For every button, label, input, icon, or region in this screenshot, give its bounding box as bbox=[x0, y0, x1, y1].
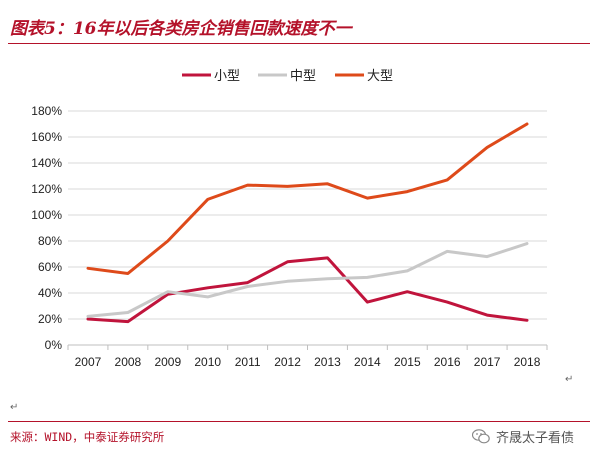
x-tick-label: 2008 bbox=[115, 355, 142, 369]
watermark: 齐晟太子看债 bbox=[472, 427, 574, 446]
x-tick-label: 2015 bbox=[394, 355, 421, 369]
y-tick-label: 160% bbox=[31, 130, 62, 144]
y-tick-label: 100% bbox=[31, 208, 62, 222]
watermark-text: 齐晟太子看债 bbox=[496, 431, 575, 446]
x-tick-label: 2018 bbox=[514, 355, 541, 369]
series-line-中型 bbox=[86, 242, 529, 318]
x-tick-label: 2007 bbox=[75, 355, 102, 369]
y-tick-label: 120% bbox=[31, 182, 62, 196]
y-tick-label: 60% bbox=[38, 260, 62, 274]
y-tick-label: 20% bbox=[38, 312, 62, 326]
x-tick-label: 2010 bbox=[194, 355, 221, 369]
title-divider bbox=[8, 43, 590, 44]
x-tick-label: 2012 bbox=[274, 355, 301, 369]
y-tick-label: 0% bbox=[45, 338, 63, 352]
legend-label: 大型 bbox=[367, 69, 393, 84]
x-tick-label: 2017 bbox=[474, 355, 501, 369]
paragraph-mark: ↵ bbox=[10, 402, 19, 413]
y-tick-label: 180% bbox=[31, 104, 62, 118]
line-chart: 0% 20% 40% 60% 80% 100% 120% 140% 160% 180% 2007 20… bbox=[31, 69, 548, 369]
x-tick-label: 2009 bbox=[154, 355, 181, 369]
legend-label: 中型 bbox=[290, 69, 316, 84]
paragraph-mark: ↵ bbox=[565, 374, 574, 385]
source-divider bbox=[8, 421, 590, 422]
x-tick-label: 2011 bbox=[235, 355, 261, 369]
series-line-小型 bbox=[86, 256, 529, 324]
source-note: 来源：WIND，中泰证券研究所 bbox=[10, 430, 165, 444]
chart-title: 图表5：16年以后各类房企销售回款速度不一 bbox=[10, 19, 352, 39]
x-tick-label: 2016 bbox=[434, 355, 461, 369]
x-tick-label: 2013 bbox=[314, 355, 341, 369]
y-tick-label: 140% bbox=[31, 156, 62, 170]
legend-label: 小型 bbox=[214, 69, 240, 84]
wechat-icon bbox=[472, 429, 490, 444]
series-line-大型 bbox=[86, 122, 529, 275]
y-tick-label: 40% bbox=[38, 286, 62, 300]
x-tick-label: 2014 bbox=[354, 355, 381, 369]
y-tick-label: 80% bbox=[38, 234, 62, 248]
